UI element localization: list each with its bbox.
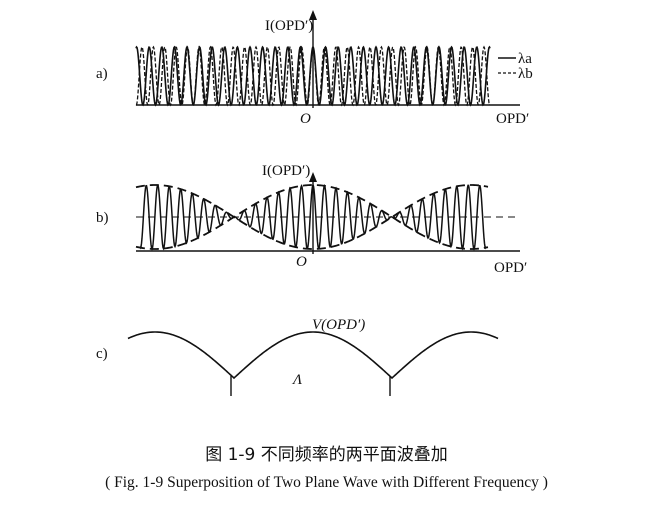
panel-c: c) V(OPD′) Λ — [96, 317, 499, 396]
panel-a-y-axis-label: I(OPD′) — [265, 18, 313, 34]
panel-a-legend: λa λb — [498, 51, 533, 82]
panel-a-y-arrow-icon — [309, 10, 317, 20]
legend-lambda-a: λa — [518, 51, 532, 67]
panel-c-period-label: Λ — [291, 372, 302, 388]
beat-wave — [139, 183, 487, 251]
panel-a-origin-label: O — [300, 111, 311, 127]
legend-lambda-b: λb — [518, 66, 533, 82]
panel-b-x-axis-label: OPD′ — [494, 260, 527, 276]
panel-b: b) I(OPD′) OPD′ O — [96, 163, 527, 276]
figure-caption-chinese: 图 1-9 不同频率的两平面波叠加 — [205, 445, 448, 465]
panel-c-label: c) — [96, 346, 108, 362]
panel-b-label: b) — [96, 210, 109, 226]
envelope-lower — [135, 215, 489, 250]
figure-caption-english: ( Fig. 1-9 Superposition of Two Plane Wa… — [105, 474, 548, 491]
panel-b-y-arrow-icon — [309, 172, 317, 182]
panel-c-curve-label: V(OPD′) — [312, 317, 365, 333]
panel-a-x-axis-label: OPD′ — [496, 111, 529, 127]
panel-b-origin-label: O — [296, 254, 307, 270]
envelope-upper — [135, 184, 489, 219]
panel-a: a) I(OPD′) OPD′ O λa λb — [96, 10, 533, 127]
visibility-curve — [127, 331, 499, 380]
wave-lambda-b — [135, 45, 491, 107]
panel-a-label: a) — [96, 66, 108, 82]
panel-b-y-axis-label: I(OPD′) — [262, 163, 310, 179]
